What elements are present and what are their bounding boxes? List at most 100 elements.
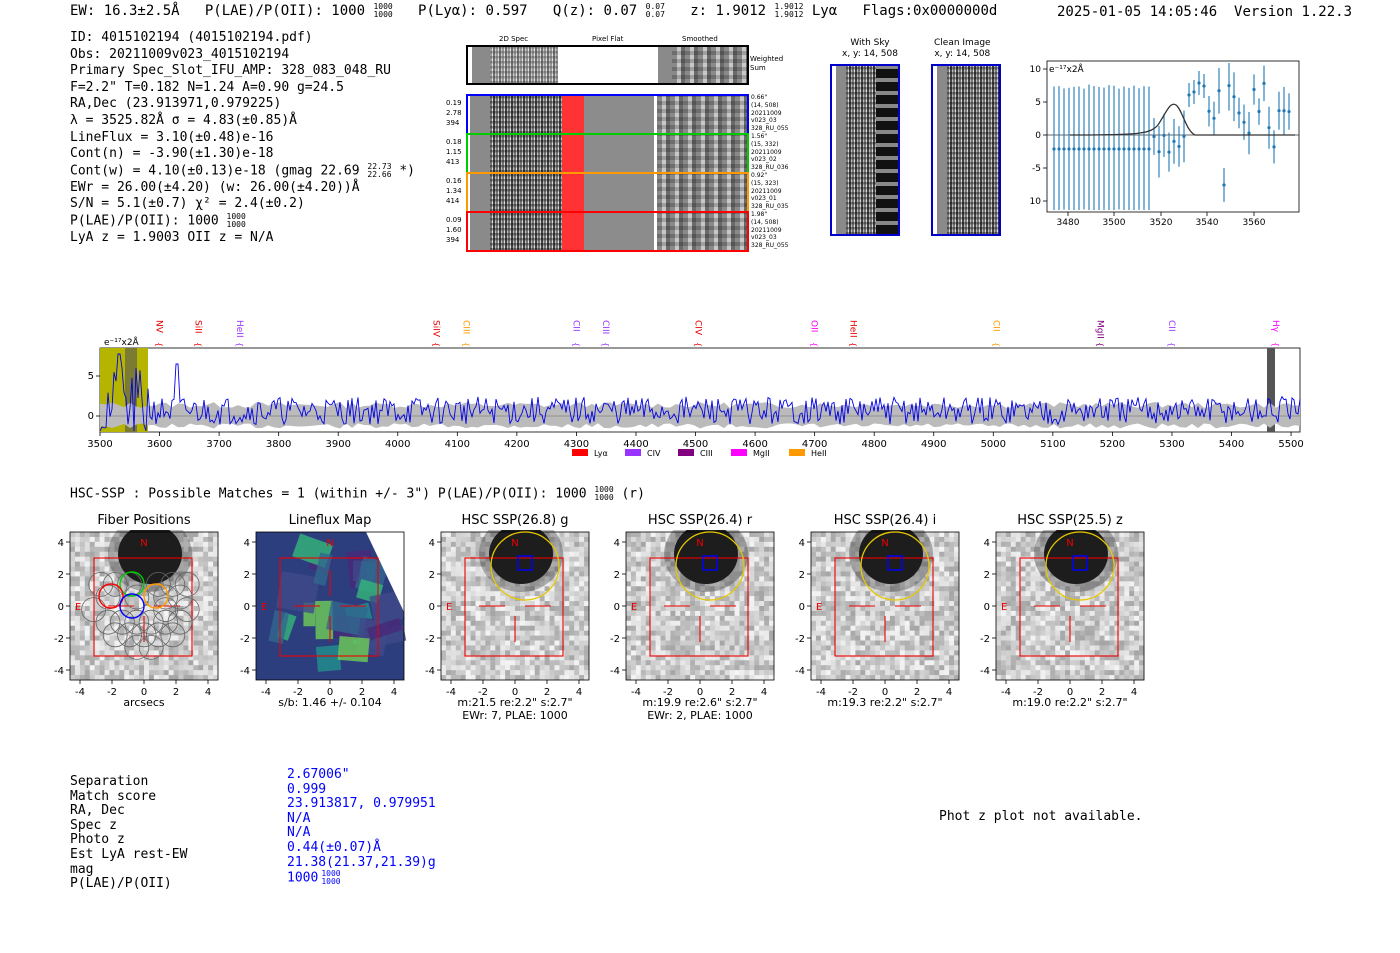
- info-contw-sub: 22.66: [367, 169, 392, 179]
- line-marker-label: Hγ: [1270, 320, 1280, 333]
- stamp-ytick: 4: [799, 538, 805, 549]
- info-plae-sup: 1000: [226, 212, 246, 222]
- row-stat: 413: [446, 158, 460, 166]
- zoom-datapoint: [1112, 85, 1116, 210]
- match-label: Spec z: [70, 817, 117, 833]
- stamp-pixels: [626, 530, 775, 681]
- north-label: N: [881, 538, 888, 549]
- col-pixel-flat: Pixel Flat: [592, 35, 624, 43]
- row-stat: 1.34: [446, 187, 462, 195]
- row-pixel-flat: [584, 96, 654, 133]
- match-values: 2.67006" 0.999 23.913817, 0.979951 N/A N/A 0.…: [287, 767, 436, 886]
- north-label: N: [1066, 538, 1073, 549]
- zoom-datapoint: [1197, 71, 1201, 95]
- line-marker: SiII {: [192, 320, 202, 347]
- line-marker: OII {: [809, 320, 819, 347]
- row-info-line: 0.66": [751, 94, 768, 101]
- row-info-line: 20211009: [751, 109, 782, 117]
- stamp-ytick: 0: [429, 602, 435, 613]
- stamp-ytick: 4: [429, 538, 435, 549]
- zoom-xtick-label: 3500: [1103, 218, 1126, 228]
- zoom-ytick-label: -10: [1030, 197, 1041, 207]
- row-stat: 0.19: [446, 99, 462, 107]
- zoom-datapoint: [1232, 72, 1236, 122]
- info-contw-tail: *): [399, 163, 415, 179]
- full-ylabel: e⁻¹⁷x2Å: [104, 336, 140, 348]
- fiber-red: [98, 583, 124, 609]
- info-params: F=2.2" T=0.182 N=1.24 A=0.90 g=24.5: [70, 79, 344, 95]
- stamp-caption: s/b: 1.46 +/- 0.104: [278, 696, 382, 709]
- line-marker-brace: {: [155, 342, 164, 347]
- row-gray: [470, 96, 490, 133]
- zoom-xtick-label: 3480: [1057, 218, 1080, 228]
- line-marker: CIII {: [600, 320, 610, 347]
- row-info-line: 328_RU_036: [751, 164, 789, 172]
- stamp-xtick: 4: [576, 687, 582, 698]
- full-xtick-label: 5500: [1278, 439, 1303, 450]
- full-flux-line: [99, 353, 1301, 432]
- ws-gray2: [658, 47, 672, 83]
- zoom-datapoint: [1082, 88, 1086, 210]
- zoom-datapoint: [1067, 87, 1071, 210]
- row-gray: [470, 174, 490, 211]
- row-stat: 394: [446, 119, 460, 127]
- stamp-ytick: 0: [244, 602, 250, 613]
- stamp-ytick: 0: [799, 602, 805, 613]
- zoom-frame: [1046, 60, 1300, 213]
- row-stat: 1.60: [446, 226, 462, 234]
- row-gray: [470, 213, 490, 250]
- zoom-xtick-label: 3560: [1243, 218, 1266, 228]
- cutout-row: [466, 94, 749, 135]
- full-ytick: 0: [88, 411, 100, 422]
- header-plya: P(Lyα): 0.597: [418, 3, 528, 19]
- line-marker-brace: {: [432, 342, 441, 347]
- zoom-ytick-label: 5: [1035, 98, 1041, 108]
- zoom-datapoint: [1157, 126, 1161, 178]
- zoom-datapoint: [1092, 86, 1096, 210]
- zoom-ylabel: e⁻¹⁷x2Å: [1049, 63, 1085, 75]
- with-sky-gray: [836, 66, 846, 234]
- row-gray: [470, 135, 490, 172]
- full-ytick: 5: [88, 371, 100, 382]
- row-2d-spec: [490, 135, 562, 172]
- line-marker: HeII {: [847, 320, 857, 347]
- row-stat: 394: [446, 236, 460, 244]
- zoom-datapoint: [1177, 126, 1181, 167]
- stamp-image: -4 -2 0 2 4 4 2 0 -2 -4 N E: [795, 530, 960, 698]
- row-pixel-flat: [584, 213, 654, 250]
- stamp-xtick: 4: [946, 687, 952, 698]
- stamp-xtick: 2: [173, 687, 179, 698]
- line-marker-label: CIII: [460, 320, 470, 334]
- full-xtick: 4200: [504, 432, 530, 450]
- header-qz: Q(z): 0.07: [552, 3, 638, 19]
- zoom-datapoint: [1187, 83, 1191, 107]
- cutout-row: [466, 211, 749, 252]
- stamp-xtick: 2: [729, 687, 735, 698]
- line-marker: CII {: [570, 320, 580, 347]
- full-xtick-label: 5200: [1100, 439, 1125, 450]
- clean-image: [931, 64, 1001, 236]
- zoom-ytick-label: 0: [1035, 131, 1041, 141]
- stamp-pixels: [70, 530, 219, 681]
- zoom-xtick-label: 3540: [1196, 218, 1219, 228]
- zoom-datapoint: [1242, 104, 1246, 140]
- stamp-title: Fiber Positions: [97, 513, 191, 528]
- zoom-datapoint: [1222, 168, 1226, 202]
- zoom-datapoint: [1287, 93, 1291, 130]
- stamp-xtick: 0: [141, 687, 147, 698]
- zoom-spectrum-chart: e⁻¹⁷x2Å 10 5 0 -5 -10 3480 3500 3520 3540 3560: [1030, 60, 1300, 228]
- line-marker-brace: {: [461, 342, 470, 347]
- stamp-ytick: -4: [425, 666, 435, 677]
- stamp-ytick: 2: [58, 570, 64, 581]
- stamp-caption: m:19.0 re:2.2" s:2.7": [1012, 696, 1128, 709]
- stamp-ytick: -4: [240, 666, 250, 677]
- hsc-heading-text: HSC-SSP : Possible Matches = 1 (within +…: [70, 486, 587, 502]
- full-xtick: 3800: [266, 432, 291, 450]
- row-left-stats: 0.18 1.15 413: [446, 137, 462, 167]
- row-info-line: 20211009: [751, 226, 782, 234]
- full-xtick: 4400: [623, 432, 649, 450]
- hsc-aperture-circle: [860, 531, 930, 601]
- legend-label: CIV: [647, 449, 661, 458]
- full-xtick: 4300: [564, 432, 589, 450]
- zoom-datapoint: [1172, 118, 1176, 164]
